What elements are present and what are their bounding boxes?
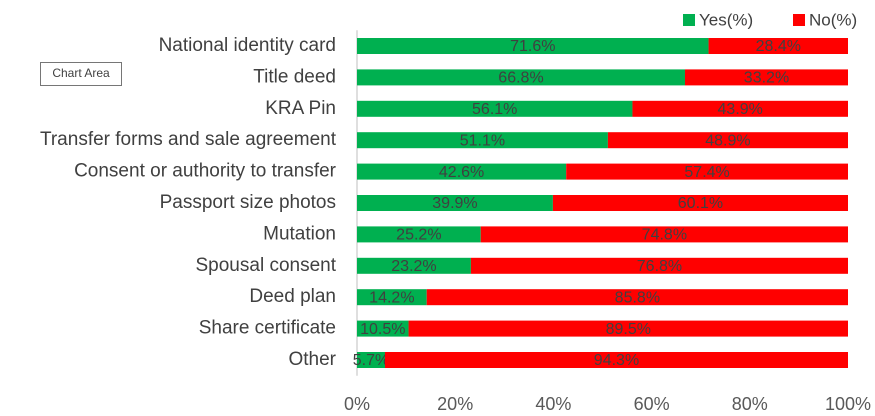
bar-segment <box>357 163 567 180</box>
bar-segment <box>566 163 848 180</box>
bar-segment <box>357 100 633 117</box>
tooltip: Chart Area <box>52 66 110 80</box>
value-label: 28.4% <box>756 38 801 55</box>
value-label: 43.9% <box>718 101 763 118</box>
category-label: KRA Pin <box>265 98 336 119</box>
value-label: 33.2% <box>744 70 789 87</box>
bar-segment <box>357 257 471 274</box>
bar-segment <box>426 289 848 306</box>
bar-segment <box>357 69 685 86</box>
value-label: 5.7% <box>353 352 389 369</box>
bar-segment <box>408 320 848 337</box>
category-label: Other <box>288 349 336 370</box>
value-label: 60.1% <box>678 195 723 212</box>
category-label: Title deed <box>253 66 336 87</box>
legend-label: Yes(%) <box>699 10 753 29</box>
category-label: Mutation <box>263 223 336 244</box>
category-label: Share certificate <box>199 318 336 339</box>
value-label: 57.4% <box>684 164 729 181</box>
x-tick-label: 60% <box>634 394 670 414</box>
value-label: 39.9% <box>432 195 477 212</box>
bar-segment <box>708 38 848 54</box>
category-label: Transfer forms and sale agreement <box>40 129 337 150</box>
bar-segment <box>357 38 709 54</box>
bar-segment <box>357 352 385 368</box>
bar-segment <box>480 226 848 243</box>
value-label: 89.5% <box>606 321 651 338</box>
x-tick-label: 0% <box>344 394 370 414</box>
bar-segment <box>384 352 848 368</box>
value-label: 51.1% <box>460 132 505 149</box>
bar-segment <box>357 226 481 243</box>
value-label: 74.8% <box>642 227 687 244</box>
x-tick-label: 40% <box>535 394 571 414</box>
x-tick-label: 80% <box>732 394 768 414</box>
bar-segment <box>357 132 608 149</box>
legend-label: No(%) <box>809 10 857 29</box>
bar-segment <box>357 320 409 337</box>
category-label: National identity card <box>159 35 336 56</box>
category-label: Deed plan <box>249 286 336 307</box>
category-label: Passport size photos <box>160 192 336 213</box>
value-label: 94.3% <box>594 352 639 369</box>
value-label: 48.9% <box>705 132 750 149</box>
legend-swatch <box>683 14 695 26</box>
tooltip-box <box>40 62 122 86</box>
value-label: 71.6% <box>510 38 555 55</box>
bar-segment <box>632 100 848 117</box>
bar-segment <box>357 289 427 306</box>
value-label: 10.5% <box>360 321 405 338</box>
bar-segment <box>552 195 848 211</box>
value-label: 42.6% <box>439 164 484 181</box>
value-label: 56.1% <box>472 101 517 118</box>
category-label: Consent or authority to transfer <box>74 161 337 182</box>
x-tick-label: 20% <box>437 394 473 414</box>
value-label: 14.2% <box>369 289 414 306</box>
value-label: 85.8% <box>615 289 660 306</box>
legend-swatch <box>793 14 805 26</box>
bar-segment <box>684 69 848 86</box>
bar-segment <box>357 195 553 211</box>
value-label: 66.8% <box>498 70 543 87</box>
x-tick-label: 100% <box>825 394 871 414</box>
bar-segment <box>607 132 848 149</box>
bar-segment <box>470 257 848 274</box>
value-label: 76.8% <box>637 258 682 275</box>
category-label: Spousal consent <box>196 255 337 276</box>
value-label: 25.2% <box>396 227 441 244</box>
value-label: 23.2% <box>391 258 436 275</box>
